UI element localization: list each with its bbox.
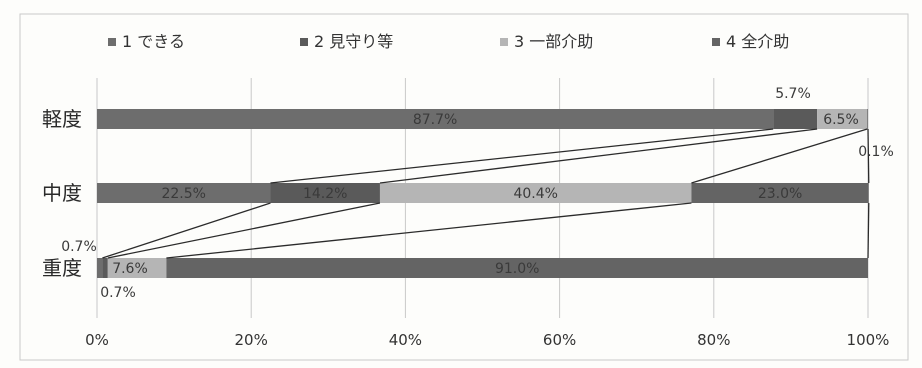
x-tick-label: 40%: [389, 331, 422, 349]
bar-segment: [773, 109, 818, 129]
x-tick-label: 0%: [85, 331, 109, 349]
data-label: 6.5%: [823, 112, 859, 128]
bar-segment: [102, 258, 108, 278]
bar-segment: [107, 258, 167, 278]
series-line: [867, 202, 870, 259]
category-label: 軽度: [42, 107, 82, 131]
legend-swatch: [712, 38, 720, 46]
bars: [97, 109, 869, 278]
series-line: [379, 128, 818, 184]
legend-label: 3 一部介助: [514, 32, 593, 51]
series-line: [166, 202, 692, 259]
data-label: 7.6%: [112, 261, 148, 277]
legend-label: 1 できる: [122, 32, 185, 51]
data-labels: 87.7% 5.7% 6.5% 0.1% 22.5% 14.2% 40.4% 23.0% 0.7…: [61, 86, 894, 301]
legend-swatch: [300, 38, 308, 46]
x-tick-label: 80%: [697, 331, 730, 349]
data-label: 0.1%: [858, 144, 894, 160]
category-label: 重度: [42, 256, 82, 280]
data-label: 40.4%: [513, 186, 557, 202]
bar-segment: [166, 258, 868, 278]
bar-segment: [867, 109, 868, 129]
data-label: 87.7%: [413, 112, 457, 128]
bar-segment: [97, 258, 103, 278]
x-tick-label: 100%: [847, 331, 890, 349]
data-label: 0.7%: [61, 239, 97, 255]
series-lines: [102, 128, 870, 259]
series-line: [107, 202, 381, 259]
series-line: [270, 128, 774, 184]
data-label: 0.7%: [100, 285, 136, 301]
legend-label: 4 全介助: [726, 32, 789, 51]
data-label: 22.5%: [161, 186, 205, 202]
series-line: [691, 128, 868, 184]
plot-border: [19, 13, 909, 361]
bar-segment: [691, 183, 869, 203]
x-tick-label: 60%: [543, 331, 576, 349]
series-line: [867, 128, 870, 184]
legend: 1 できる 2 見守り等 3 一部介助 4 全介助: [108, 32, 789, 51]
series-line: [102, 202, 271, 259]
x-tick-label: 20%: [235, 331, 268, 349]
data-label: 23.0%: [758, 186, 802, 202]
legend-swatch: [500, 38, 508, 46]
data-label: 5.7%: [775, 86, 811, 102]
bar-segment: [97, 183, 271, 203]
x-axis: 0% 20% 40% 60% 80% 100%: [85, 331, 889, 349]
data-label: 14.2%: [303, 186, 347, 202]
legend-swatch: [108, 38, 116, 46]
category-label: 中度: [42, 181, 82, 205]
bar-segment: [97, 109, 774, 129]
bar-segment: [817, 109, 868, 129]
legend-label: 2 見守り等: [314, 32, 393, 51]
bar-segment: [270, 183, 380, 203]
data-label: 91.0%: [495, 261, 539, 277]
bar-segment: [379, 183, 692, 203]
